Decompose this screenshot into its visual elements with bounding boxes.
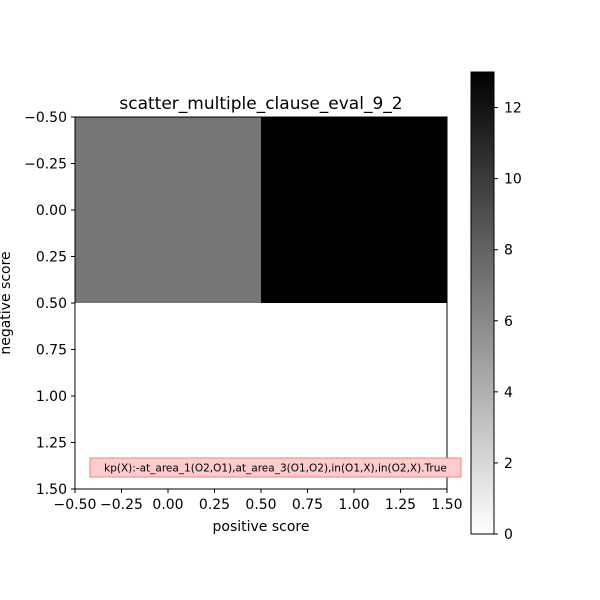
y-tick-label: 1.25 bbox=[36, 436, 67, 452]
x-tick-label: 0.00 bbox=[152, 497, 183, 513]
y-tick-label: 0.25 bbox=[36, 250, 67, 266]
heatmap-cells bbox=[75, 117, 447, 489]
colorbar-gradient bbox=[470, 71, 495, 535]
x-axis-ticks: −0.50 −0.25 0.00 0.25 0.50 0.75 1.00 1.25 1.50 bbox=[54, 489, 463, 513]
colorbar: 0 2 4 6 8 10 12 bbox=[470, 71, 522, 543]
annotation-box: kp(X):-at_area_1(O2,O1),at_area_3(O1,O2)… bbox=[89, 457, 462, 478]
colorbar-tick-label: 6 bbox=[504, 314, 513, 330]
y-tick-label: 0.50 bbox=[36, 296, 67, 312]
y-axis-label: negative score bbox=[0, 251, 14, 354]
colorbar-tick-label: 8 bbox=[504, 243, 513, 259]
colorbar-tick-label: 0 bbox=[504, 527, 513, 543]
y-tick-label: −0.25 bbox=[24, 157, 67, 173]
x-tick-label: 1.00 bbox=[338, 497, 369, 513]
chart-title: scatter_multiple_clause_eval_9_2 bbox=[119, 94, 402, 114]
heatmap-cell bbox=[75, 117, 261, 303]
colorbar-tick-label: 2 bbox=[504, 456, 513, 472]
x-tick-label: 0.50 bbox=[245, 497, 276, 513]
colorbar-ticks: 0 2 4 6 8 10 12 bbox=[494, 101, 522, 543]
y-tick-label: 0.75 bbox=[36, 343, 67, 359]
y-tick-label: 1.50 bbox=[36, 482, 67, 498]
x-tick-label: 1.25 bbox=[385, 497, 416, 513]
y-tick-label: 0.00 bbox=[36, 203, 67, 219]
x-tick-label: 0.25 bbox=[199, 497, 230, 513]
x-tick-label: −0.50 bbox=[54, 497, 97, 513]
x-tick-label: 0.75 bbox=[292, 497, 323, 513]
y-axis-ticks: −0.50 −0.25 0.00 0.25 0.50 0.75 1.00 1.25 1.50 bbox=[24, 110, 75, 498]
x-axis-label: positive score bbox=[213, 519, 310, 535]
y-tick-label: 1.00 bbox=[36, 389, 67, 405]
colorbar-tick-label: 4 bbox=[504, 385, 513, 401]
colorbar-tick-label: 10 bbox=[504, 172, 522, 188]
heatmap-cell bbox=[261, 117, 447, 303]
colorbar-tick-label: 12 bbox=[504, 101, 522, 117]
y-tick-label: −0.50 bbox=[24, 110, 67, 126]
annotation-text: kp(X):-at_area_1(O2,O1),at_area_3(O1,O2)… bbox=[104, 463, 447, 475]
x-tick-label: 1.50 bbox=[431, 497, 462, 513]
x-tick-label: −0.25 bbox=[100, 497, 143, 513]
annotation-background bbox=[89, 457, 462, 478]
